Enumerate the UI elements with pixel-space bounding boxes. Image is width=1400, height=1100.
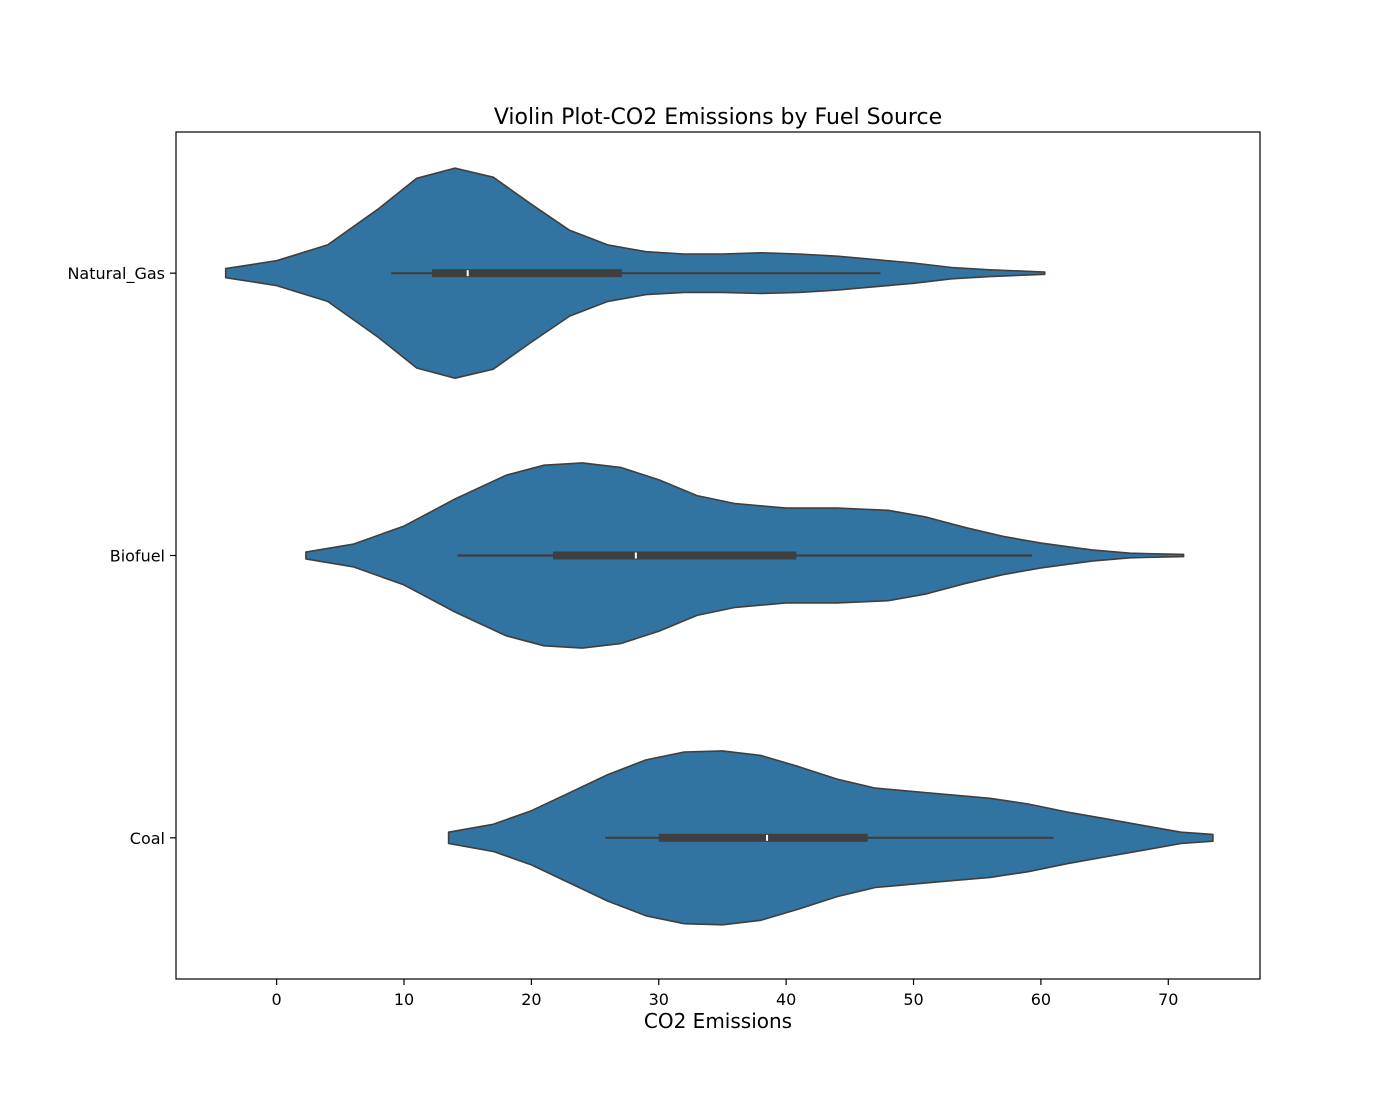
x-tick-label-0: 0 bbox=[272, 990, 282, 1009]
x-tick-label-30: 30 bbox=[649, 990, 669, 1009]
y-tick-label-natural-gas: Natural_Gas bbox=[67, 264, 165, 284]
iqr-box-biofuel bbox=[553, 551, 797, 560]
y-tick-label-biofuel: Biofuel bbox=[110, 547, 165, 566]
x-axis-ticks: 0 10 20 30 40 50 60 70 bbox=[272, 979, 1178, 1009]
x-axis-label: CO2 Emissions bbox=[644, 1009, 792, 1033]
violin-coal bbox=[447, 750, 1214, 926]
y-tick-label-coal: Coal bbox=[130, 829, 165, 848]
y-axis-ticks: Natural_Gas Biofuel Coal bbox=[67, 264, 176, 848]
violin-natural-gas bbox=[224, 167, 1046, 379]
x-tick-label-40: 40 bbox=[776, 990, 796, 1009]
violins-layer bbox=[224, 167, 1214, 926]
x-tick-label-70: 70 bbox=[1158, 990, 1178, 1009]
x-tick-label-10: 10 bbox=[394, 990, 414, 1009]
chart-title: Violin Plot-CO2 Emissions by Fuel Source bbox=[494, 105, 942, 130]
violin-biofuel bbox=[305, 462, 1185, 649]
x-tick-label-20: 20 bbox=[521, 990, 541, 1009]
x-tick-label-50: 50 bbox=[903, 990, 923, 1009]
x-tick-label-60: 60 bbox=[1031, 990, 1051, 1009]
iqr-box-natural-gas bbox=[432, 269, 622, 278]
iqr-box-coal bbox=[658, 833, 868, 842]
